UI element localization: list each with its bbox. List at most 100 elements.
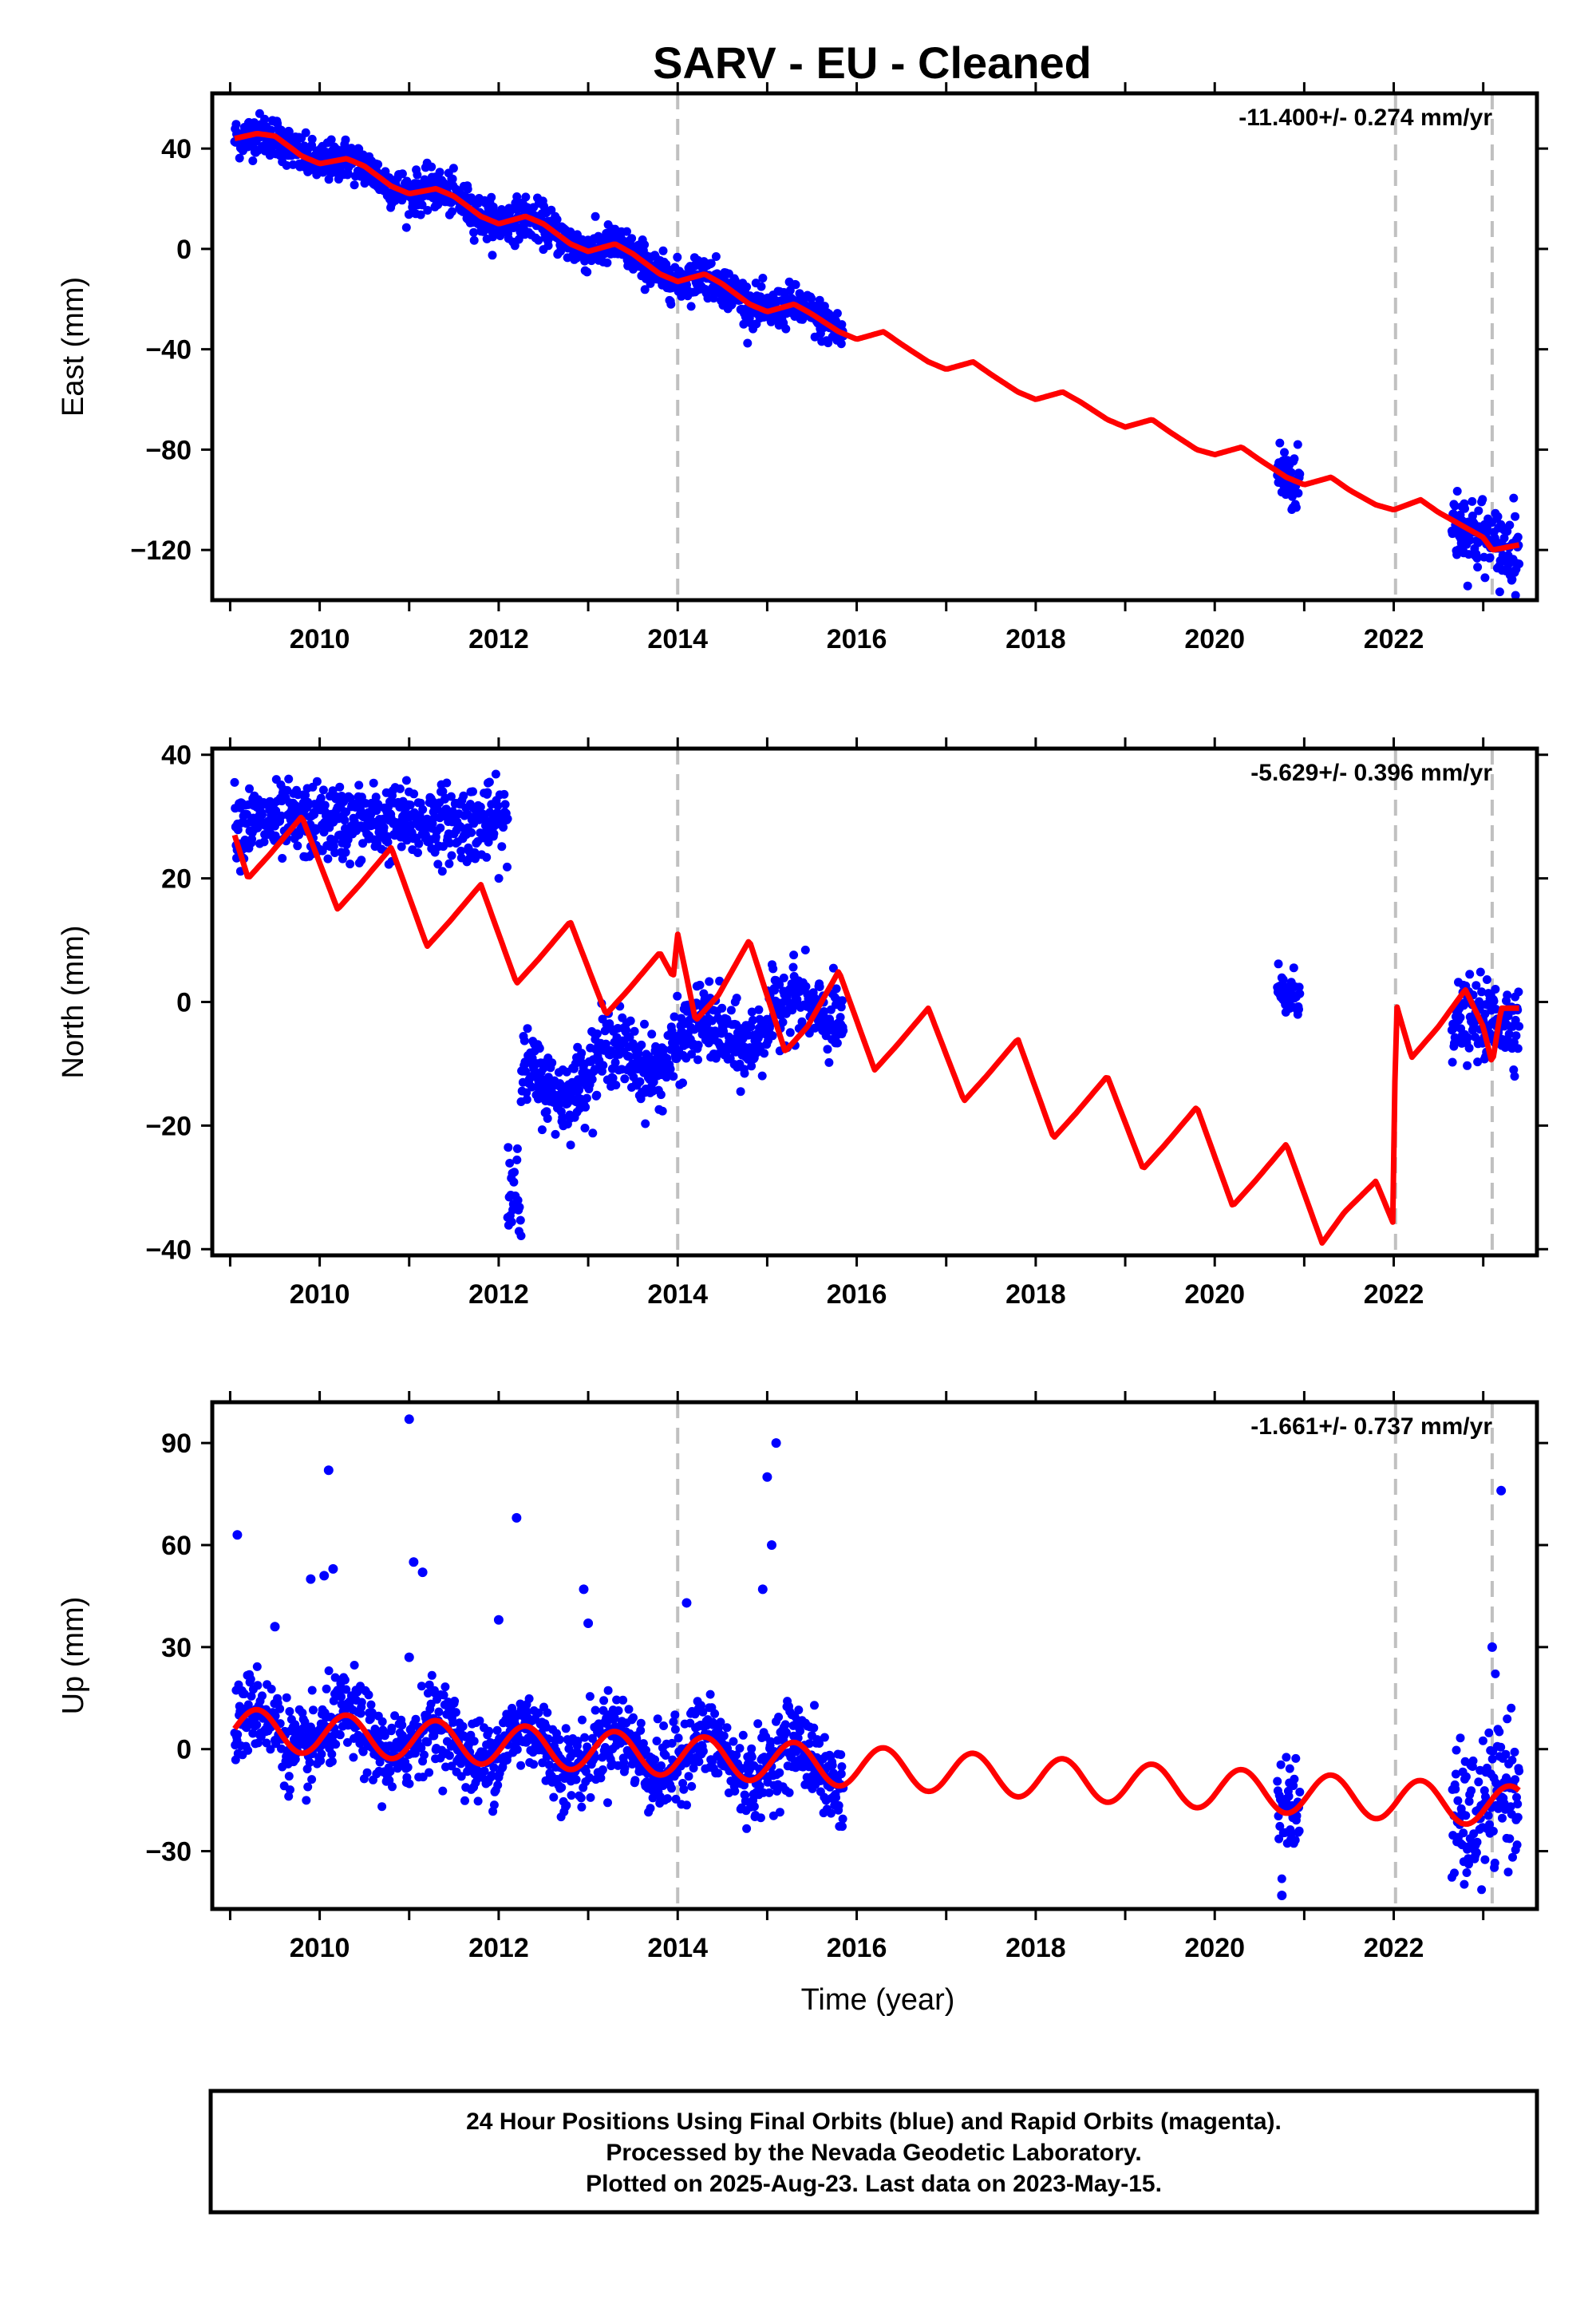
data-point	[591, 211, 600, 221]
data-point	[747, 1061, 757, 1071]
data-point	[719, 1731, 729, 1741]
data-point	[534, 235, 543, 245]
data-point	[657, 1761, 666, 1770]
data-point	[511, 1271, 519, 1279]
data-point	[562, 1800, 571, 1810]
data-point	[705, 977, 714, 986]
data-point	[1459, 1828, 1468, 1838]
y-tick-label: −80	[145, 435, 192, 465]
data-point	[1485, 1820, 1494, 1829]
data-point	[516, 1231, 526, 1240]
data-point	[642, 1745, 650, 1755]
data-point	[373, 160, 383, 169]
y-tick-label: −40	[145, 1235, 192, 1265]
x-tick-label: 2010	[290, 624, 350, 654]
data-point	[804, 1739, 814, 1749]
data-point	[230, 777, 239, 787]
east-panel: 2010 2012 2014 2016 2018 2020 2022 40 0 −40 −80 −12…	[57, 82, 1548, 654]
data-point	[493, 1780, 503, 1790]
data-point	[397, 1721, 407, 1730]
data-point	[571, 1775, 581, 1784]
data-point	[388, 1782, 397, 1792]
data-point	[258, 810, 267, 820]
outlier-point	[512, 1512, 522, 1523]
data-point	[425, 1768, 434, 1777]
data-point	[670, 1725, 680, 1734]
data-point	[641, 1119, 650, 1128]
data-point	[483, 788, 492, 797]
data-point	[667, 1784, 676, 1793]
data-point	[1464, 1043, 1474, 1053]
data-point	[512, 1144, 522, 1153]
data-point	[460, 1796, 469, 1805]
data-point	[1464, 1860, 1473, 1869]
data-point	[284, 774, 294, 784]
y-tick-label: 90	[161, 1429, 192, 1459]
data-point	[1460, 998, 1469, 1008]
data-point	[1480, 1010, 1490, 1018]
data-point	[669, 1072, 678, 1081]
data-point	[1513, 1812, 1523, 1822]
data-point	[1491, 985, 1500, 994]
data-point	[303, 1782, 313, 1792]
x-tick-label: 2022	[1364, 624, 1424, 654]
data-point	[815, 295, 824, 305]
data-point	[711, 252, 721, 261]
data-point	[316, 1756, 326, 1765]
data-point	[832, 984, 841, 994]
data-point	[482, 852, 492, 862]
y-tick-label: 40	[161, 134, 192, 164]
data-point	[468, 787, 477, 796]
data-point	[669, 1717, 678, 1726]
y-axis: 40 0 −40 −80 −120	[130, 134, 1548, 566]
y-axis-label: North (mm)	[57, 925, 90, 1078]
data-point	[1291, 1753, 1301, 1763]
data-point	[610, 1713, 619, 1722]
figure-title: SARV - EU - Cleaned	[653, 38, 1092, 88]
data-point	[558, 1113, 567, 1122]
data-point	[1511, 512, 1520, 521]
data-point	[411, 1714, 421, 1724]
data-point	[469, 227, 479, 237]
data-point	[1484, 1728, 1494, 1737]
data-point	[1461, 1811, 1471, 1820]
data-point	[266, 1745, 275, 1754]
data-point	[653, 1714, 662, 1724]
data-point	[245, 784, 254, 793]
data-point	[667, 1738, 677, 1748]
data-point	[815, 982, 824, 991]
data-point	[788, 962, 798, 972]
data-point	[440, 1682, 450, 1692]
data-point	[764, 1788, 774, 1797]
data-point	[1456, 1013, 1465, 1022]
data-point	[798, 314, 808, 324]
data-point	[735, 1744, 745, 1753]
data-point	[770, 986, 780, 995]
data-point	[434, 1707, 444, 1717]
data-point	[307, 1686, 317, 1695]
data-point	[305, 1757, 314, 1767]
data-point	[1489, 997, 1499, 1006]
footer-line-3: Plotted on 2025-Aug-23. Last data on 202…	[586, 2171, 1162, 2197]
data-point	[350, 1661, 359, 1670]
data-point	[414, 839, 424, 848]
data-point	[828, 1769, 838, 1778]
data-point	[1509, 1065, 1519, 1074]
data-point	[832, 1038, 842, 1048]
data-point	[561, 1724, 571, 1733]
data-point	[385, 1767, 395, 1777]
footer-line-1: 24 Hour Positions Using Final Orbits (bl…	[466, 2109, 1282, 2135]
data-point	[343, 1737, 352, 1747]
data-point	[349, 1753, 358, 1762]
data-point	[1511, 1031, 1521, 1041]
data-point	[736, 1087, 745, 1097]
data-point	[828, 1761, 837, 1770]
data-point	[484, 1726, 494, 1736]
data-point	[779, 973, 788, 982]
data-point	[542, 1107, 551, 1117]
data-point	[739, 319, 749, 329]
data-point	[747, 1753, 757, 1761]
data-point	[640, 240, 650, 250]
outlier-point	[1487, 1642, 1497, 1652]
data-point	[828, 963, 838, 973]
